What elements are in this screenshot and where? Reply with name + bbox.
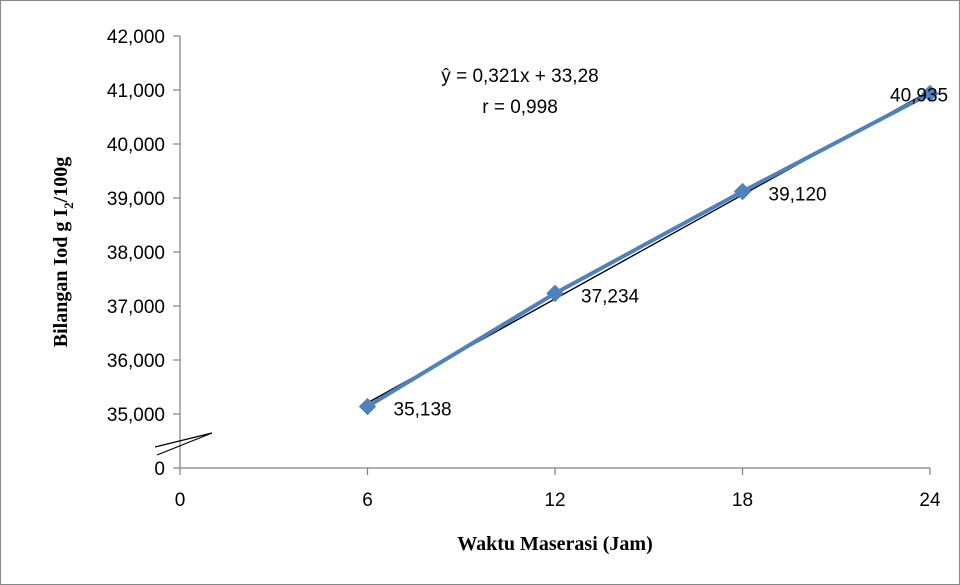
data-point-marker: [358, 397, 377, 416]
y-axis-title: Bilangan Iod g I2/100g: [50, 157, 76, 347]
correlation-coefficient: r = 0,998: [482, 97, 558, 118]
y-tick-label: 41,000: [107, 81, 165, 102]
y-axis-title-main: Bilangan Iod g I: [50, 209, 72, 348]
x-tick-label: 18: [732, 490, 753, 511]
x-tick-label: 12: [544, 490, 565, 511]
data-point-label: 39,120: [769, 185, 827, 206]
y-tick-label: 42,000: [107, 27, 165, 48]
data-point-marker: [733, 182, 752, 201]
y-tick-label: 39,000: [107, 189, 165, 210]
data-label-group: 35,138 37,234 39,120 40,935: [394, 86, 949, 421]
y-axis-title-tail: /100g: [50, 157, 72, 204]
x-tick-group: 0 6 12 18 24: [175, 468, 941, 511]
y-tick-label: 35,000: [107, 405, 165, 426]
y-axis-title-subscript: 2: [61, 202, 76, 209]
x-axis-title: Waktu Maserasi (Jam): [457, 533, 653, 555]
series-line: [366, 91, 931, 409]
y-tick-label: 36,000: [107, 351, 165, 372]
data-point-marker: [921, 84, 939, 103]
data-point-group: [358, 84, 939, 416]
y-tick-label: 38,000: [107, 243, 165, 264]
y-tick-label: 40,000: [107, 135, 165, 156]
data-point-label: 37,234: [581, 286, 640, 307]
data-point-label: 40,935: [890, 86, 948, 107]
y-tick-label: 0: [154, 459, 165, 480]
data-point-marker: [546, 284, 564, 303]
x-tick-label: 0: [175, 490, 186, 511]
x-tick-label: 6: [362, 490, 373, 511]
y-tick-group: 0 35,000 36,000 37,000 38,000 39,000 40,000 41,…: [107, 27, 180, 480]
regression-equation: ŷ = 0,321x + 33,28: [441, 66, 598, 87]
x-tick-label: 24: [919, 490, 941, 511]
data-point-label: 35,138: [394, 400, 452, 421]
y-tick-label: 37,000: [107, 297, 165, 318]
axis-break-mark: [154, 432, 213, 456]
